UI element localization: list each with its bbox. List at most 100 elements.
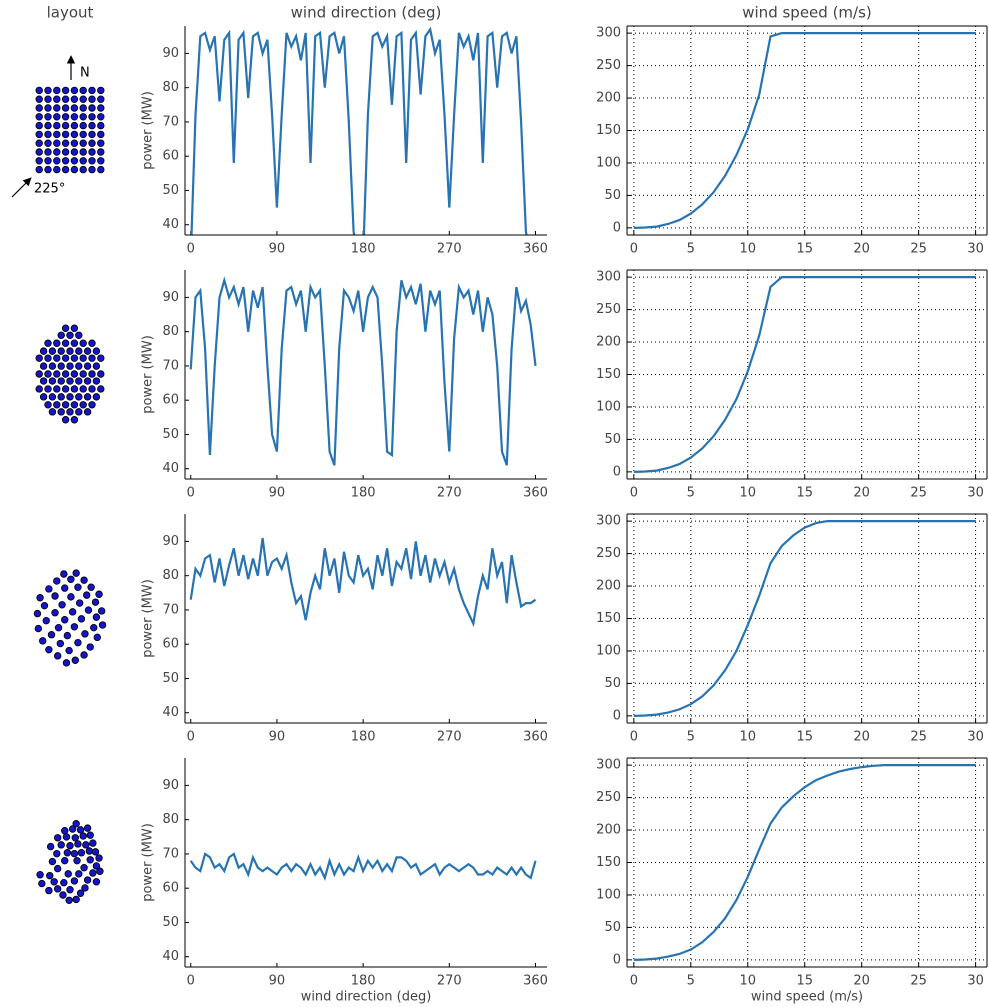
x-tick-label: 20 — [853, 486, 870, 501]
x-tick-label: 0 — [187, 486, 195, 501]
turbine — [72, 895, 80, 904]
turbine — [39, 393, 48, 401]
turbine — [45, 645, 53, 654]
turbine — [71, 834, 79, 842]
turbine — [89, 869, 97, 877]
turbine — [51, 592, 59, 600]
y-tick-label: 90 — [162, 778, 179, 793]
turbine — [61, 148, 70, 156]
turbine — [96, 867, 104, 875]
x-tick-label: 10 — [739, 974, 756, 989]
y-tick-label: 200 — [596, 823, 621, 838]
turbine — [57, 841, 65, 849]
turbine — [57, 347, 65, 355]
turbine — [66, 886, 74, 894]
y-tick-label: 60 — [162, 637, 179, 652]
turbine — [44, 157, 52, 165]
turbine — [39, 377, 48, 385]
turbine — [35, 148, 43, 156]
turbine — [53, 385, 61, 393]
turbine — [76, 826, 85, 834]
y-tick-label: 250 — [596, 546, 621, 561]
y-tick-label: 0 — [613, 952, 621, 967]
turbine — [83, 876, 92, 884]
turbine — [35, 95, 43, 103]
turbine — [66, 408, 74, 416]
turbine — [79, 832, 87, 840]
turbine — [35, 385, 43, 393]
turbine — [70, 113, 79, 121]
turbine — [44, 113, 52, 121]
turbine — [35, 165, 43, 174]
turbine — [74, 638, 82, 647]
turbine — [61, 165, 70, 174]
turbine — [63, 849, 72, 857]
turbine — [97, 121, 105, 130]
turbine — [79, 148, 87, 156]
turbine — [90, 623, 98, 632]
y-tick-label: 300 — [596, 514, 621, 529]
turbine — [70, 339, 79, 347]
turbine — [80, 651, 88, 659]
turbine — [44, 95, 52, 103]
turbine — [70, 401, 79, 409]
turbine — [81, 884, 89, 892]
turbine — [57, 362, 65, 370]
y-tick-label: 50 — [162, 183, 179, 198]
turbine — [61, 104, 70, 112]
y-tick-label: 150 — [596, 611, 621, 626]
x-tick-label: 15 — [796, 242, 813, 257]
turbine — [83, 408, 92, 416]
turbine — [70, 130, 79, 139]
turbine — [79, 95, 87, 103]
x-tick-label: 30 — [967, 486, 984, 501]
turbine — [88, 339, 96, 347]
turbine — [79, 139, 87, 147]
x-tick-label: 10 — [739, 486, 756, 501]
turbine — [70, 849, 79, 858]
turbine — [48, 408, 57, 416]
turbine — [97, 113, 105, 121]
turbine — [53, 849, 61, 858]
turbine — [66, 331, 74, 339]
y-tick-label: 200 — [596, 91, 621, 106]
turbine — [48, 362, 57, 370]
turbine — [48, 377, 57, 385]
turbine — [53, 370, 61, 378]
x-tick-label: 180 — [351, 242, 376, 257]
turbine — [51, 609, 59, 617]
y-tick-label: 40 — [162, 949, 179, 964]
y-tick-label: 200 — [596, 579, 621, 594]
turbine — [61, 827, 69, 835]
turbine — [36, 871, 44, 879]
x-tick-label: 270 — [437, 242, 462, 257]
turbine — [82, 841, 90, 849]
turbine — [60, 570, 68, 578]
x-axis-label: wind speed (m/s) — [751, 990, 863, 1005]
x-tick-label: 15 — [796, 730, 813, 745]
y-tick-label: 150 — [596, 367, 621, 382]
turbine — [79, 130, 87, 139]
turbine — [44, 104, 52, 112]
turbine — [61, 95, 70, 103]
turbine — [44, 401, 52, 409]
turbine — [92, 347, 101, 355]
y-tick-label: 80 — [162, 568, 179, 583]
column-title: wind speed (m/s) — [742, 4, 872, 22]
x-tick-label: 360 — [523, 974, 548, 989]
turbine — [35, 113, 43, 121]
turbine — [70, 157, 79, 165]
turbine — [75, 377, 83, 385]
turbine — [79, 165, 87, 174]
turbine — [62, 659, 71, 667]
turbine — [88, 401, 96, 409]
y-tick-label: 50 — [162, 427, 179, 442]
turbine — [92, 362, 101, 370]
turbine — [88, 113, 96, 121]
x-tick-label: 0 — [630, 242, 638, 257]
turbine — [92, 878, 101, 886]
turbine — [40, 601, 49, 610]
turbine — [95, 590, 103, 598]
turbine — [71, 656, 79, 664]
y-tick-label: 150 — [596, 123, 621, 138]
